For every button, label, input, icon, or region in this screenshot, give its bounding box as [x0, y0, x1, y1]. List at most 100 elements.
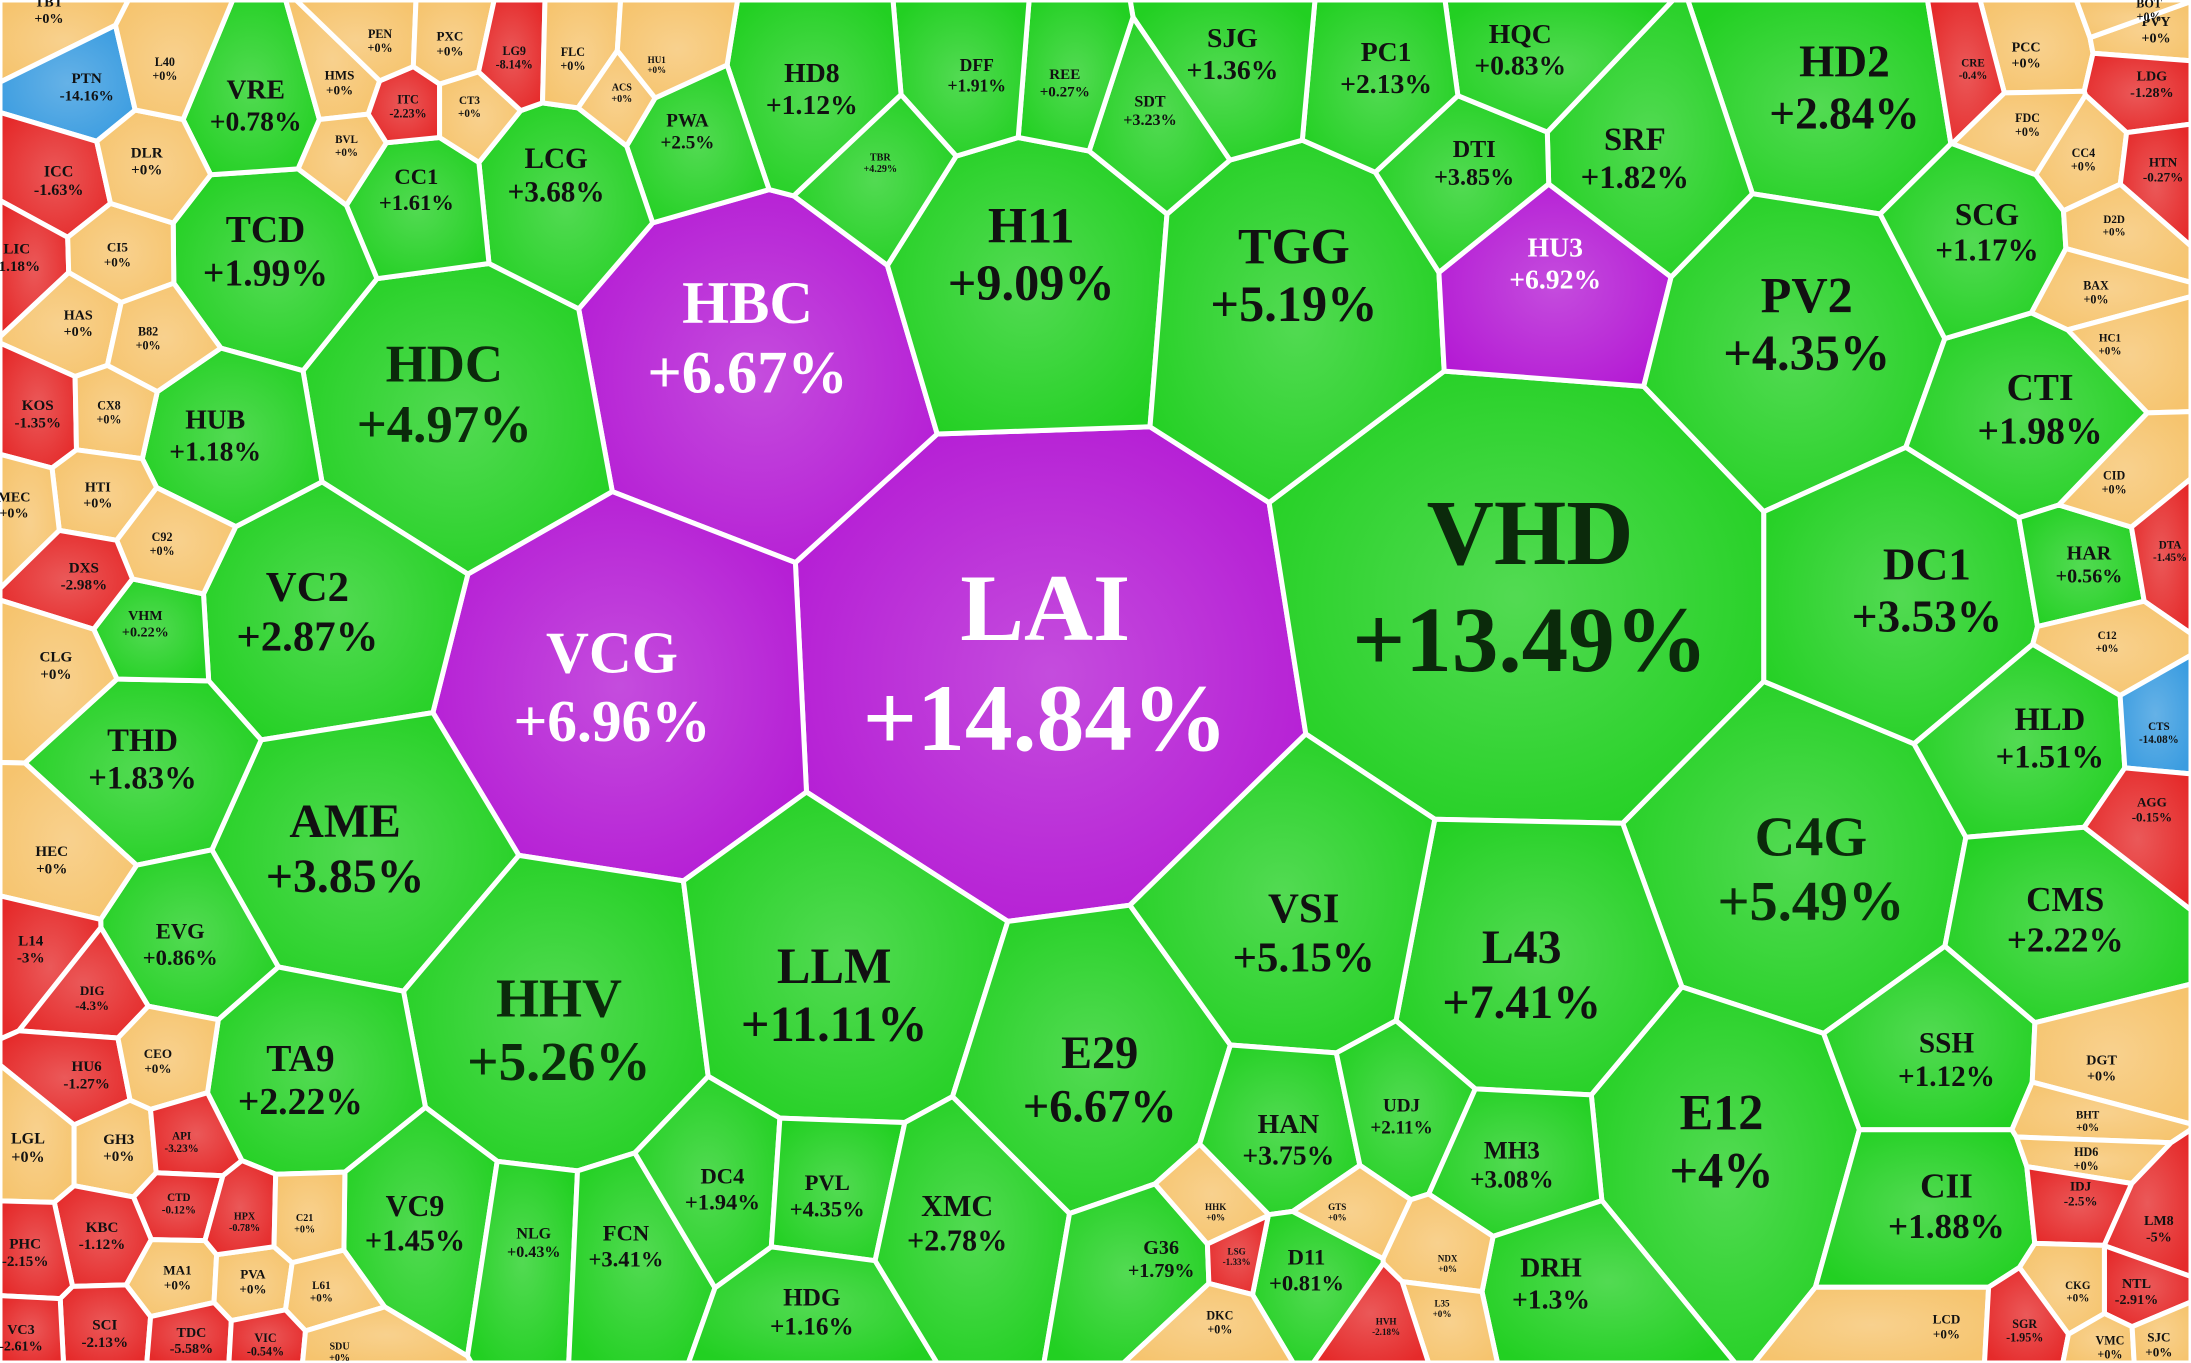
change-label: +0%: [152, 69, 177, 83]
change-label: +1.16%: [770, 1313, 854, 1340]
change-label: +2.22%: [2007, 920, 2124, 959]
change-label: +0%: [294, 1224, 315, 1235]
ticker-label: CKG: [2065, 1280, 2091, 1292]
stock-cell: BAX+0%: [2028, 246, 2191, 333]
change-label: -3%: [17, 951, 45, 967]
stock-cell: SDT+3.23%: [1086, 14, 1233, 217]
change-label: -2.13%: [82, 1335, 129, 1351]
ticker-label: CTS: [2148, 721, 2170, 733]
ticker-label: HBC: [682, 270, 813, 337]
stock-cell: AME+3.85%: [209, 710, 522, 994]
change-label: +1.79%: [1128, 1260, 1195, 1282]
change-label: +5.19%: [1210, 276, 1377, 332]
ticker-label: PC1: [1361, 36, 1412, 67]
ticker-label: CTI: [2007, 367, 2074, 409]
change-label: +0%: [326, 83, 353, 98]
change-label: +0%: [2096, 643, 2119, 655]
change-label: +0.86%: [143, 945, 218, 970]
change-label: +0.43%: [507, 1244, 560, 1261]
ticker-label: LLM: [777, 938, 892, 994]
ticker-label: TBT: [35, 0, 64, 11]
change-label: +4.35%: [1723, 325, 1890, 381]
change-label: +13.49%: [1352, 589, 1708, 692]
ticker-label: HQC: [1489, 18, 1552, 49]
ticker-label: SSH: [1919, 1028, 1974, 1060]
ticker-label: DC4: [700, 1163, 744, 1188]
change-label: +0%: [103, 1149, 134, 1165]
ticker-label: HTN: [2149, 154, 2178, 169]
change-label: +0%: [2012, 56, 2041, 72]
ticker-label: CII: [1920, 1166, 1973, 1205]
ticker-label: NDX: [1438, 1254, 1458, 1264]
change-label: -5%: [2146, 1229, 2172, 1245]
change-label: +0%: [1933, 1326, 1960, 1341]
change-label: +0%: [104, 255, 131, 270]
change-label: +0.81%: [1269, 1270, 1344, 1295]
change-label: -2.15%: [2, 1254, 49, 1270]
ticker-label: D2D: [2103, 214, 2125, 226]
ticker-label: VHD: [1427, 482, 1634, 585]
ticker-label: CTD: [167, 1192, 190, 1204]
ticker-label: ICC: [44, 163, 74, 180]
ticker-label: KBC: [86, 1220, 119, 1236]
ticker-label: HDC: [386, 335, 503, 393]
change-label: +0%: [2098, 345, 2121, 357]
change-label: +1.99%: [203, 253, 328, 295]
change-label: +0%: [2076, 1122, 2099, 1134]
change-label: +1.82%: [1581, 160, 1690, 196]
stock-cell: HTI+0%: [49, 447, 160, 543]
ticker-label: C12: [2098, 630, 2118, 642]
ticker-label: DTI: [1453, 137, 1496, 163]
change-label: -0.4%: [1959, 70, 1988, 82]
change-label: +0.83%: [1474, 50, 1566, 81]
change-label: +0%: [1206, 1212, 1225, 1222]
ticker-label: G36: [1143, 1237, 1179, 1259]
stock-cell: XMC+2.78%: [872, 1094, 1072, 1363]
change-label: +0%: [2102, 482, 2127, 496]
cell-shape: [113, 0, 236, 122]
change-label: -0.78%: [229, 1223, 260, 1234]
change-label: -0.54%: [247, 1345, 284, 1359]
stock-cell: D2D+0%: [2061, 181, 2191, 285]
change-label: +2.78%: [907, 1223, 1007, 1257]
ticker-label: HD6: [2074, 1145, 2098, 1159]
change-label: +0%: [2103, 227, 2126, 239]
ticker-label: C4G: [1755, 806, 1868, 868]
change-label: -14.16%: [60, 89, 114, 105]
change-label: +11.11%: [741, 996, 928, 1052]
change-label: +2.87%: [236, 613, 378, 660]
ticker-label: REE: [1049, 67, 1080, 83]
change-label: +1.51%: [1996, 740, 2105, 776]
ticker-label: BAX: [2083, 279, 2109, 293]
change-label: +2.11%: [1370, 1118, 1432, 1139]
change-label: +0%: [83, 496, 112, 512]
ticker-label: VRE: [226, 74, 284, 105]
ticker-label: HEC: [35, 844, 68, 860]
stock-cell: SDU+0%: [300, 1304, 474, 1363]
ticker-label: HMS: [325, 68, 355, 83]
stock-cell: AGG-0.15%: [2081, 765, 2191, 913]
change-label: +14.84%: [863, 665, 1228, 771]
ticker-label: PHC: [9, 1237, 41, 1253]
stock-cell: C12+0%: [2030, 598, 2191, 698]
cell-shape: [614, 0, 741, 101]
change-label: +0%: [335, 147, 358, 159]
stock-cell: VIC-0.54%: [226, 1307, 308, 1363]
change-label: +1.3%: [1512, 1283, 1590, 1314]
change-label: -1.12%: [79, 1237, 126, 1253]
change-label: -5.58%: [170, 1341, 213, 1357]
change-label: +0%: [64, 324, 93, 340]
change-label: +0.27%: [1040, 84, 1090, 100]
change-label: -1.63%: [34, 182, 84, 199]
ticker-label: DFF: [960, 55, 994, 75]
ticker-label: HAR: [2067, 542, 2112, 564]
stock-cell: B82+0%: [104, 280, 224, 395]
stock-cell: DC4+1.94%: [632, 1073, 783, 1291]
ticker-label: E12: [1680, 1085, 1764, 1141]
ticker-label: PXC: [436, 29, 463, 44]
ticker-label: HU6: [72, 1059, 103, 1075]
change-label: +0%: [144, 1061, 171, 1076]
change-label: +1.91%: [948, 75, 1006, 95]
stock-cell: THD+1.83%: [22, 676, 264, 868]
stock-cell: EVG+0.86%: [98, 847, 281, 1023]
